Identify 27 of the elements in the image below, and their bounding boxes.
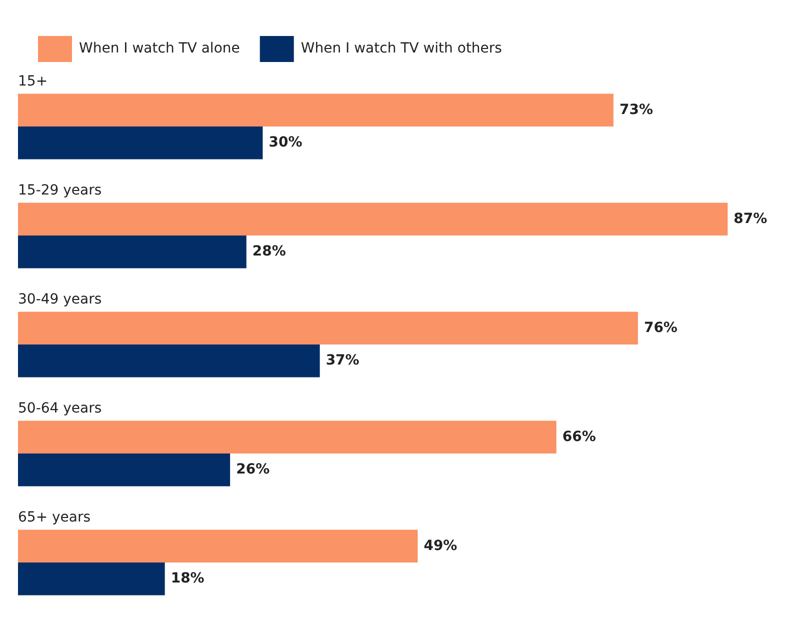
data-label: 76% <box>644 320 678 336</box>
y-tick-label: 15+ <box>18 73 48 90</box>
data-label: 73% <box>619 102 653 118</box>
bar <box>18 454 230 486</box>
y-tick-label: 50-64 years <box>18 400 102 416</box>
data-label: 87% <box>734 210 768 227</box>
y-tick-label: 65+ years <box>18 509 91 526</box>
bar <box>18 236 246 268</box>
legend-label: When I watch TV alone <box>79 40 240 57</box>
legend-label: When I watch TV with others <box>300 40 502 57</box>
bar <box>18 94 614 126</box>
bar <box>18 420 556 454</box>
data-label: 30% <box>268 134 302 150</box>
bar <box>18 312 638 344</box>
bar <box>18 202 728 236</box>
bar <box>18 530 418 562</box>
bar <box>18 126 263 160</box>
data-label: 18% <box>170 570 204 586</box>
data-label: 37% <box>326 352 360 368</box>
data-label: 28% <box>252 243 286 260</box>
y-tick-label: 15-29 years <box>18 182 102 198</box>
bar <box>18 344 320 378</box>
y-tick-label: 30-49 years <box>18 291 102 308</box>
bar <box>18 562 165 596</box>
data-label: 26% <box>236 461 270 478</box>
data-label: 66% <box>562 428 596 445</box>
data-label: 49% <box>424 538 458 554</box>
